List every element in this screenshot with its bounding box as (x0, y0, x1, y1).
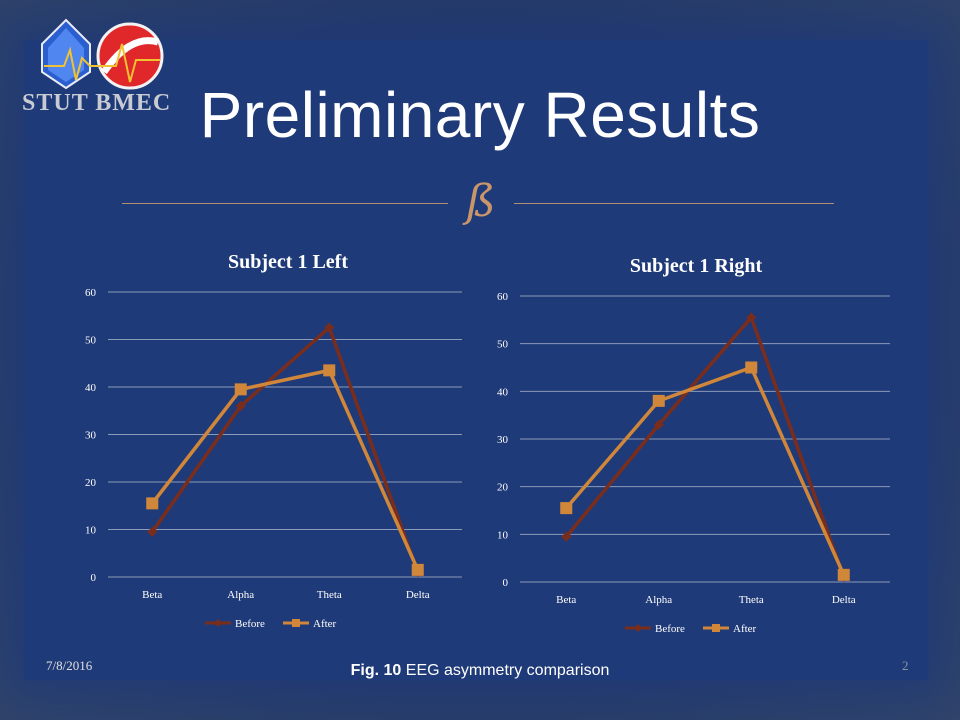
chart-title: Subject 1 Left (228, 251, 348, 273)
y-tick-label: 40 (85, 382, 97, 394)
stut-bmec-logo (41, 18, 164, 90)
y-tick-label: 10 (497, 529, 509, 541)
data-point-before (147, 526, 158, 537)
x-tick-label: Alpha (227, 589, 254, 601)
data-point-after (560, 502, 573, 515)
chart-subject-1-right: Subject 1 Right 0 10 20 30 40 50 60 Beta Alpha The… (497, 255, 890, 635)
y-tick-label: 10 (85, 525, 97, 537)
chart-title: Subject 1 Right (630, 255, 763, 277)
x-tick-label: Delta (832, 594, 856, 606)
x-tick-label: Beta (556, 594, 576, 606)
data-point-after (146, 497, 159, 510)
y-tick-label: 0 (91, 572, 97, 584)
legend-label-before: Before (235, 618, 265, 630)
y-tick-label: 40 (497, 386, 509, 398)
data-point-after (323, 364, 336, 377)
legend-marker (292, 619, 300, 627)
x-tick-label: Beta (142, 589, 162, 601)
y-tick-label: 30 (85, 430, 97, 442)
legend-marker (712, 624, 720, 632)
caption-text: EEG asymmetry comparison (405, 662, 610, 679)
divider-left (122, 203, 448, 204)
data-point-before (324, 322, 335, 333)
data-point-before (235, 401, 246, 411)
chart-subject-1-left: Subject 1 Left 0 10 20 30 40 50 60 Beta Alpha Thet… (85, 251, 462, 630)
flourish-ornament: ß (466, 176, 496, 227)
data-point-after (837, 568, 850, 581)
series-line-after (564, 365, 846, 576)
y-tick-label: 20 (497, 482, 509, 494)
caption-label: Fig. 10 (350, 662, 402, 679)
content-panel (24, 40, 928, 680)
logo-text: STUT BMEC (22, 90, 172, 116)
legend-label-after: After (733, 623, 757, 635)
data-point-before (653, 419, 664, 430)
divider-right (514, 203, 834, 204)
data-point-after (234, 383, 247, 396)
data-point-after (411, 563, 424, 576)
slide-date: 7/8/2016 (46, 658, 93, 673)
y-tick-label: 20 (85, 477, 97, 489)
legend-marker (634, 624, 642, 632)
page-number: 2 (902, 658, 909, 673)
slide-title: Preliminary Results (199, 79, 761, 151)
data-point-before (746, 312, 757, 323)
y-tick-label: 50 (497, 339, 509, 351)
y-tick-label: 0 (503, 577, 509, 589)
y-tick-label: 60 (85, 287, 97, 299)
data-point-after (745, 361, 758, 374)
x-tick-label: Delta (406, 589, 430, 601)
x-tick-label: Theta (739, 594, 764, 606)
x-tick-label: Theta (317, 589, 342, 601)
series-line-before (564, 315, 846, 578)
figure-caption: Fig. 10 EEG asymmetry comparison (0, 662, 960, 680)
legend-label-after: After (313, 618, 337, 630)
series-line-after (150, 368, 420, 571)
series-line-before (150, 325, 420, 573)
y-tick-label: 30 (497, 434, 509, 446)
legend-label-before: Before (655, 623, 685, 635)
y-tick-label: 60 (497, 291, 509, 303)
x-tick-label: Alpha (645, 594, 672, 606)
data-point-after (652, 394, 665, 407)
legend-marker (214, 619, 222, 627)
y-tick-label: 50 (85, 335, 97, 347)
data-point-before (561, 531, 572, 542)
